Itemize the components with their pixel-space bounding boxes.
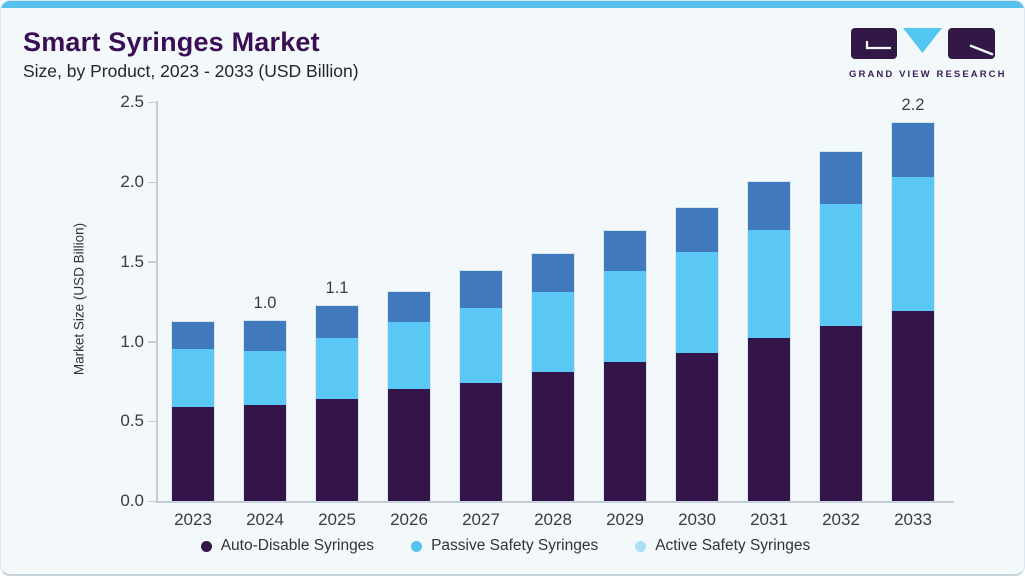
bar-2025 [315, 305, 359, 502]
x-tick-label-2030: 2030 [678, 510, 716, 529]
x-tick-label-2033: 2033 [894, 510, 932, 529]
chart-legend: Auto-Disable Syringes Passive Safety Syri… [1, 537, 1010, 555]
y-tick-label: 0.0 [120, 491, 144, 510]
legend-item-active-safety-syringes: Active Safety Syringes [635, 537, 810, 555]
bar-segment-auto-disable-syringes-2024 [244, 405, 286, 501]
bar-segment-auto-disable-syringes-2029 [604, 362, 646, 501]
legend-dot-icon [635, 540, 647, 552]
y-tick-label: 2.5 [120, 92, 144, 112]
y-tick-mark [148, 261, 156, 263]
bar-2031 [747, 181, 791, 502]
bar-segment-passive-safety-syringes-2031 [748, 229, 790, 339]
bar-segment-active-safety-syringes-2025 [316, 306, 358, 339]
bar-segment-passive-safety-syringes-2026 [388, 322, 430, 390]
bar-segment-auto-disable-syringes-2026 [388, 389, 430, 501]
y-tick-mark [148, 500, 156, 502]
bar-segment-auto-disable-syringes-2032 [820, 325, 862, 501]
bar-segment-active-safety-syringes-2033 [892, 122, 934, 178]
bar-segment-passive-safety-syringes-2032 [820, 204, 862, 326]
x-axis-line [156, 501, 954, 503]
bar-segment-auto-disable-syringes-2030 [676, 352, 718, 501]
y-tick-mark [148, 181, 156, 183]
value-label-2033: 2.2 [901, 95, 925, 114]
y-tick-label: 1.5 [120, 251, 144, 271]
x-tick-label-2024: 2024 [246, 510, 284, 529]
bar-segment-auto-disable-syringes-2028 [532, 371, 574, 501]
grand-view-research-logo: GRAND VIEW RESEARCH [849, 28, 1007, 80]
legend-label: Active Safety Syringes [655, 537, 811, 554]
value-label-2024: 1.0 [253, 293, 277, 312]
legend-label: Passive Safety Syringes [431, 537, 599, 554]
x-tick-label-2031: 2031 [750, 510, 788, 529]
bar-segment-auto-disable-syringes-2023 [172, 406, 214, 501]
bar-segment-active-safety-syringes-2027 [460, 271, 502, 308]
chart-subtitle: Size, by Product, 2023 - 2033 (USD Billi… [23, 61, 359, 81]
bar-segment-passive-safety-syringes-2024 [244, 351, 286, 406]
x-tick-label-2029: 2029 [606, 510, 644, 529]
accent-top-bar [1, 1, 1024, 8]
value-label-2025: 1.1 [325, 279, 349, 298]
bar-2027 [459, 270, 503, 502]
x-tick-label-2032: 2032 [822, 510, 860, 529]
legend-item-passive-safety-syringes: Passive Safety Syringes [411, 537, 598, 555]
bar-segment-active-safety-syringes-2029 [604, 231, 646, 272]
x-tick-label-2023: 2023 [174, 510, 212, 529]
bar-segment-active-safety-syringes-2024 [244, 320, 286, 352]
bar-2024 [243, 319, 287, 502]
bar-segment-active-safety-syringes-2028 [532, 253, 574, 293]
bar-2033 [891, 121, 935, 502]
bar-segment-passive-safety-syringes-2025 [316, 338, 358, 399]
bar-segment-auto-disable-syringes-2027 [460, 382, 502, 501]
bar-segment-passive-safety-syringes-2027 [460, 307, 502, 383]
legend-item-auto-disable-syringes: Auto-Disable Syringes [200, 537, 375, 555]
x-tick-label-2025: 2025 [318, 510, 356, 529]
bar-segment-passive-safety-syringes-2023 [172, 349, 214, 407]
y-tick-label: 0.5 [120, 411, 144, 431]
logo-wordmark: GRAND VIEW RESEARCH [849, 69, 1007, 80]
x-tick-label-2027: 2027 [462, 510, 500, 529]
bar-segment-active-safety-syringes-2032 [820, 151, 862, 205]
page-title: Smart Syringes Market [23, 27, 320, 57]
y-tick-mark [148, 420, 156, 423]
x-tick-label-2028: 2028 [534, 510, 572, 529]
bar-2032 [819, 150, 863, 502]
y-tick-mark [148, 101, 156, 104]
y-tick-label: 1.0 [120, 331, 144, 351]
bar-2030 [675, 206, 719, 502]
bar-segment-active-safety-syringes-2030 [676, 207, 718, 253]
x-tick-label-2026: 2026 [390, 510, 428, 529]
bar-segment-active-safety-syringes-2026 [388, 292, 430, 323]
bar-segment-passive-safety-syringes-2028 [532, 292, 574, 372]
bar-2023 [171, 321, 215, 502]
bar-segment-auto-disable-syringes-2033 [892, 311, 934, 501]
y-tick-mark [148, 341, 156, 343]
bar-segment-active-safety-syringes-2023 [172, 322, 214, 350]
legend-label: Auto-Disable Syringes [220, 537, 375, 554]
legend-dot-icon [411, 540, 423, 552]
bar-segment-active-safety-syringes-2031 [748, 182, 790, 230]
bar-segment-passive-safety-syringes-2029 [604, 271, 646, 363]
y-axis-title: Market Size (USD Billion) [71, 222, 87, 376]
bar-segment-passive-safety-syringes-2030 [676, 252, 718, 353]
legend-dot-icon [200, 540, 212, 552]
bar-segment-passive-safety-syringes-2033 [892, 177, 934, 312]
y-axis-line [156, 101, 158, 502]
bar-2028 [531, 252, 575, 502]
bar-2029 [603, 230, 647, 502]
y-tick-label: 2.0 [120, 172, 144, 191]
gvr-logo-icon [851, 28, 995, 59]
bar-2026 [387, 291, 431, 502]
bar-segment-auto-disable-syringes-2031 [748, 338, 790, 501]
bar-segment-auto-disable-syringes-2025 [316, 398, 358, 501]
